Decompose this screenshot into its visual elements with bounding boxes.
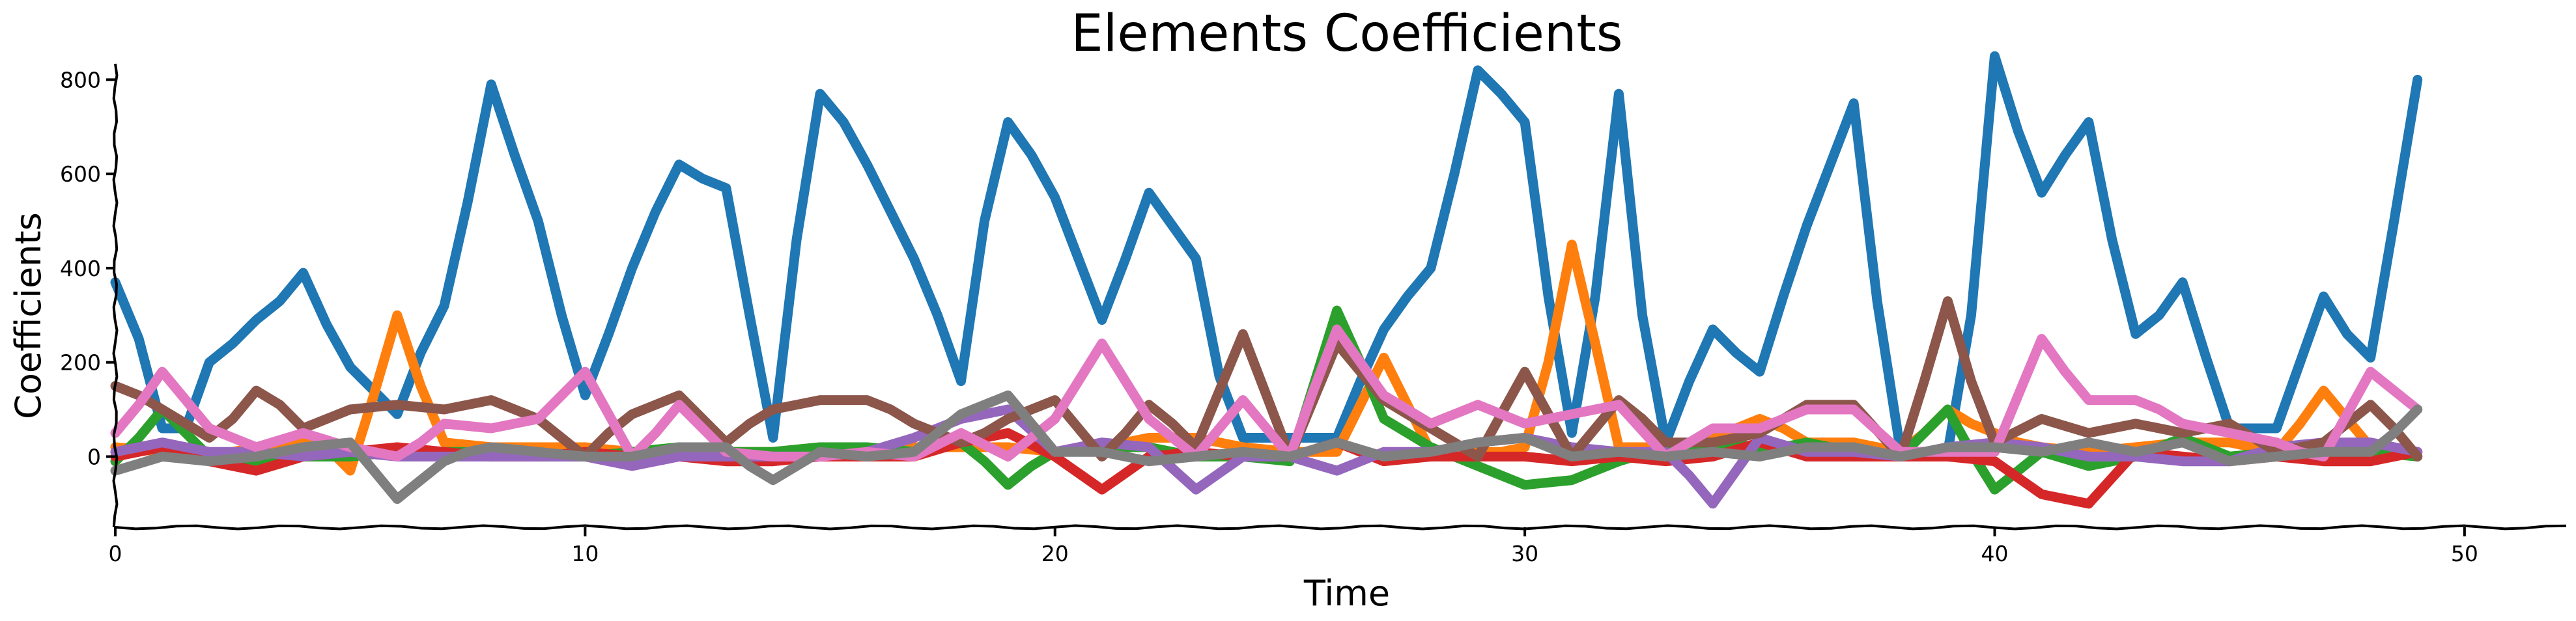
series-layer xyxy=(110,51,2423,509)
y-tick-label: 800 xyxy=(60,67,101,92)
y-tick-label: 600 xyxy=(60,161,101,187)
series-line-7 xyxy=(110,324,2423,462)
y-tick-label: 200 xyxy=(60,350,101,376)
chart-title: Elements Coefficients xyxy=(1071,5,1622,63)
y-axis-label: Coefficients xyxy=(8,212,49,419)
x-tick-label: 50 xyxy=(2451,541,2478,566)
x-tick-label: 30 xyxy=(1511,541,1538,566)
x-tick-label: 40 xyxy=(1981,541,2008,566)
x-axis-ticks: 0 10 20 30 40 50 xyxy=(109,527,2478,566)
y-axis-ticks: 0 200 400 600 800 xyxy=(60,67,115,469)
x-tick-label: 10 xyxy=(571,541,599,566)
x-tick-label: 0 xyxy=(109,541,122,566)
y-tick-label: 0 xyxy=(87,444,101,469)
plot-area: 0 200 400 600 800 0 10 20 30 40 50 xyxy=(60,51,2567,566)
series-line-1 xyxy=(110,51,2423,457)
x-axis-label: Time xyxy=(1303,573,1390,614)
x-axis-line xyxy=(115,524,2567,531)
y-tick-label: 400 xyxy=(60,256,101,281)
y-axis-line xyxy=(112,63,119,528)
series-line-6 xyxy=(110,296,2423,462)
series-line-8 xyxy=(110,390,2423,504)
x-tick-label: 20 xyxy=(1041,541,1069,566)
